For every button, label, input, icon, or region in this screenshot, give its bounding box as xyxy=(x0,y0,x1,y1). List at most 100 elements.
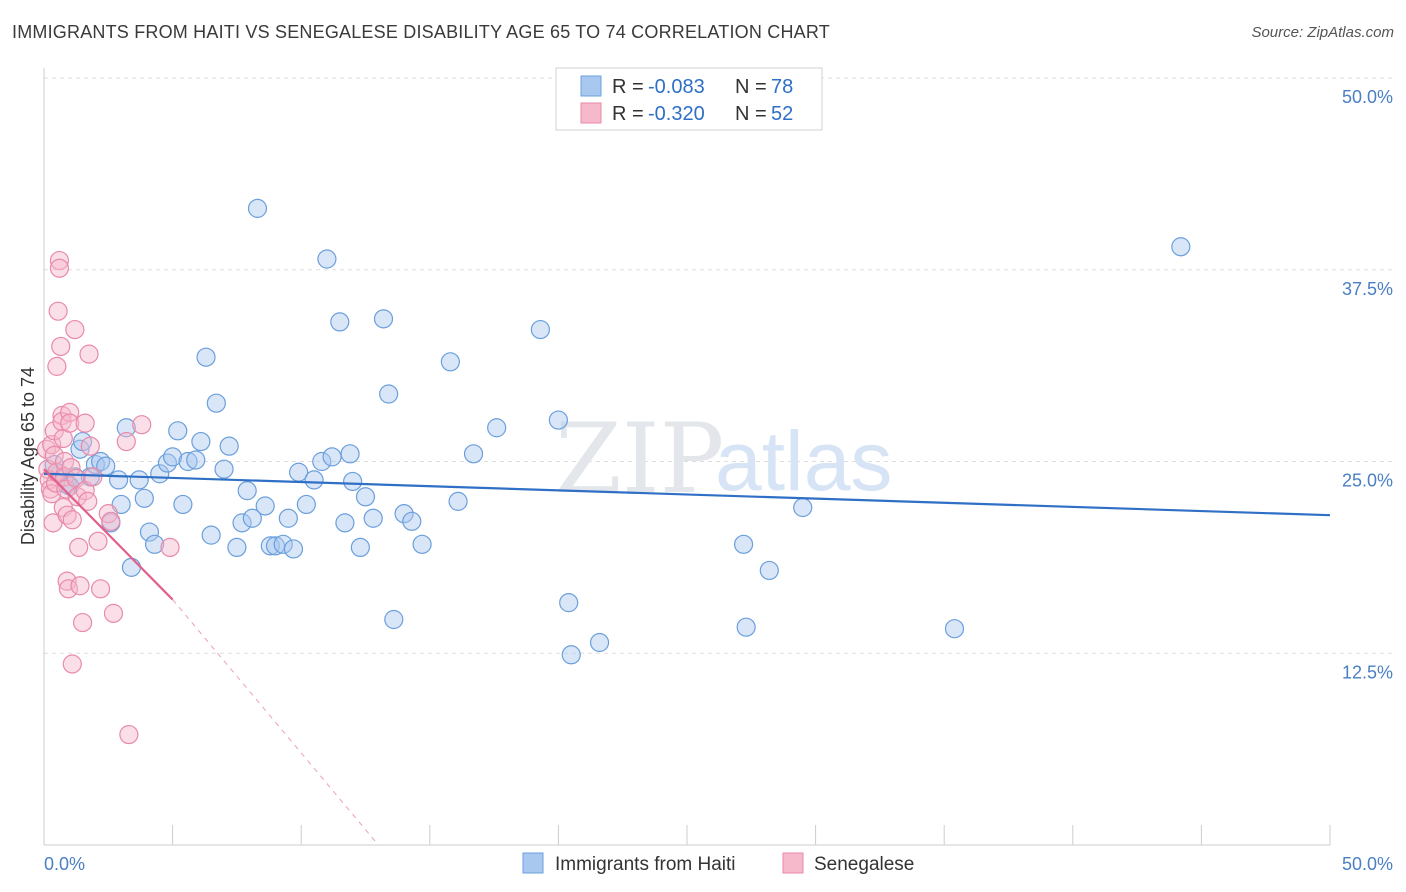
senegal-point-5 xyxy=(42,484,62,504)
haiti-point-15 xyxy=(134,488,154,508)
legend-r-label-senegal: R = xyxy=(612,103,644,125)
haiti-point-24 xyxy=(186,450,206,470)
y-tick-label-1: 25.0% xyxy=(1342,471,1393,491)
senegal-point-37 xyxy=(75,413,95,433)
haiti-point-64 xyxy=(487,418,507,438)
haiti-point-75 xyxy=(1171,237,1191,257)
x-tick-labels: 0.0% 50.0% xyxy=(44,854,1393,874)
bottom-legend-swatch-haiti xyxy=(522,852,544,874)
haiti-point-49 xyxy=(335,513,355,533)
legend-swatch-senegal xyxy=(580,102,602,124)
haiti-point-23 xyxy=(178,451,198,472)
senegal-point-46 xyxy=(101,511,121,531)
senegal-point-28 xyxy=(61,458,81,478)
haiti-point-43 xyxy=(296,494,316,515)
source-credit: Source: ZipAtlas.com xyxy=(1251,24,1394,41)
haiti-point-68 xyxy=(561,645,581,665)
series-haiti-points xyxy=(44,198,1191,665)
haiti-point-61 xyxy=(440,352,460,372)
legend-swatch-haiti xyxy=(580,75,602,97)
haiti-point-55 xyxy=(373,309,394,329)
haiti-point-14 xyxy=(129,470,149,490)
y-axis-label: Disability Age 65 to 74 xyxy=(18,367,38,545)
x-tick-label-1: 50.0% xyxy=(1342,854,1393,874)
bottom-legend-label-haiti: Immigrants from Haiti xyxy=(555,854,736,875)
haiti-point-39 xyxy=(273,534,293,554)
haiti-point-30 xyxy=(219,436,239,456)
watermark-zip: ZIP xyxy=(555,403,724,515)
bottom-legend-label-senegal: Senegalese xyxy=(814,854,914,875)
haiti-point-34 xyxy=(242,508,262,528)
haiti-point-32 xyxy=(232,513,252,533)
senegal-point-14 xyxy=(49,258,70,278)
haiti-point-22 xyxy=(173,494,193,515)
senegal-point-42 xyxy=(83,467,103,487)
haiti-point-72 xyxy=(759,560,779,581)
haiti-point-59 xyxy=(402,511,422,531)
senegal-point-29 xyxy=(62,510,82,530)
haiti-point-20 xyxy=(163,447,183,467)
senegal-point-31 xyxy=(65,319,85,340)
senegal-point-11 xyxy=(47,356,67,376)
senegal-point-33 xyxy=(67,487,88,507)
y-tick-label-2: 37.5% xyxy=(1342,279,1393,299)
watermark-atlas: atlas xyxy=(715,414,892,508)
senegal-point-25 xyxy=(58,579,79,599)
haiti-point-45 xyxy=(312,451,332,472)
haiti-point-66 xyxy=(548,410,569,430)
trend-lines xyxy=(43,468,1331,846)
senegal-point-41 xyxy=(80,436,100,456)
haiti-point-69 xyxy=(589,632,610,653)
senegal-point-39 xyxy=(78,491,98,511)
top-legend: R = -0.083 N = 78 R = -0.320 N = 52 xyxy=(555,67,823,131)
senegal-point-30 xyxy=(62,654,82,674)
haiti-point-31 xyxy=(227,537,247,558)
haiti-point-63 xyxy=(463,444,484,464)
haiti-point-44 xyxy=(304,470,324,490)
haiti-point-12 xyxy=(116,418,136,438)
haiti-point-13 xyxy=(121,557,142,577)
haiti-point-46 xyxy=(317,249,337,269)
series-senegal-points xyxy=(36,250,180,745)
senegal-point-40 xyxy=(79,344,99,364)
bottom-legend: Immigrants from Haiti Senegalese xyxy=(522,852,914,875)
senegal-point-43 xyxy=(88,531,108,551)
haiti-point-65 xyxy=(530,319,550,340)
haiti-point-40 xyxy=(278,508,298,528)
senegal-point-24 xyxy=(57,571,77,591)
haiti-point-74 xyxy=(944,619,965,639)
y-tick-labels: 12.5% 25.0% 37.5% 50.0% xyxy=(1342,87,1393,682)
senegal-point-44 xyxy=(90,579,111,599)
haiti-point-62 xyxy=(448,491,468,511)
haiti-trend-line xyxy=(43,472,1331,517)
haiti-point-54 xyxy=(363,508,383,528)
haiti-point-50 xyxy=(340,444,360,464)
senegal-point-51 xyxy=(160,537,180,558)
haiti-point-16 xyxy=(139,522,160,542)
haiti-point-27 xyxy=(201,525,221,545)
senegal-point-12 xyxy=(48,301,68,321)
y-tick-label-0: 12.5% xyxy=(1342,662,1393,682)
senegal-point-16 xyxy=(52,405,72,426)
gridlines xyxy=(44,77,1395,654)
y-tick-label-3: 50.0% xyxy=(1342,87,1393,107)
senegal-point-45 xyxy=(98,504,118,524)
senegal-trend-line xyxy=(43,468,174,601)
haiti-point-19 xyxy=(157,453,178,473)
legend-n-value-senegal: 52 xyxy=(771,103,793,125)
senegal-point-8 xyxy=(44,445,64,465)
legend-n-value-haiti: 78 xyxy=(771,76,793,98)
haiti-point-33 xyxy=(237,481,257,501)
senegal-point-13 xyxy=(49,250,70,271)
haiti-point-57 xyxy=(384,609,404,630)
legend-n-label-haiti: N = xyxy=(735,76,767,98)
haiti-point-56 xyxy=(379,384,399,404)
haiti-point-52 xyxy=(350,537,370,558)
haiti-point-26 xyxy=(196,347,216,367)
haiti-point-47 xyxy=(322,447,342,467)
haiti-point-60 xyxy=(412,534,432,554)
senegal-point-49 xyxy=(132,415,152,435)
haiti-point-21 xyxy=(168,421,188,441)
senegal-point-27 xyxy=(60,413,80,433)
haiti-point-48 xyxy=(330,312,350,332)
